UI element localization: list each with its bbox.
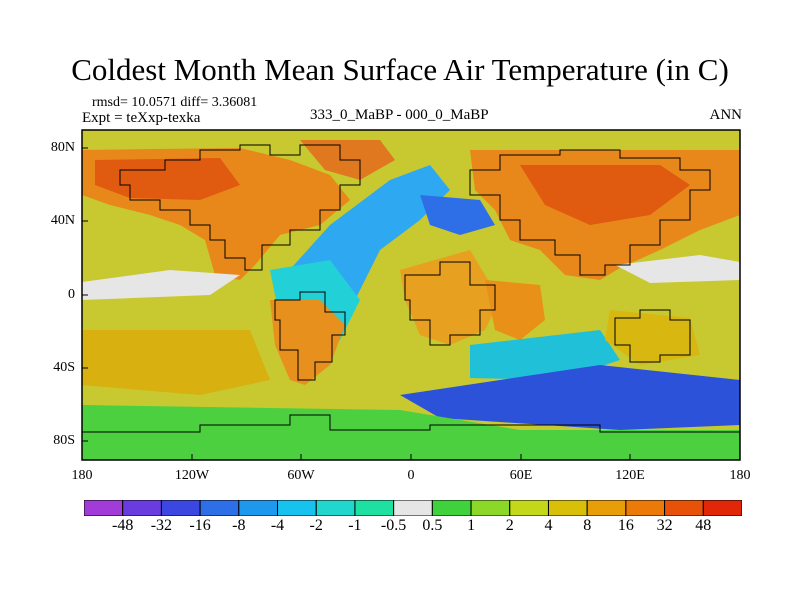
southern-band-region <box>82 405 740 460</box>
x-label-120w: 120W <box>174 468 210 483</box>
x-label-120e: 120E <box>615 468 645 483</box>
africa-region <box>400 250 500 345</box>
colorbar-swatch-0 <box>84 500 124 516</box>
comparison-label: 333_0_MaBP - 000_0_MaBP <box>310 107 489 123</box>
colorbar-label-4: -4 <box>270 517 285 534</box>
west-pacific-band-region <box>615 255 740 283</box>
coastline-australia <box>614 309 691 363</box>
experiment-label: Expt = teXxp-texka <box>82 110 201 126</box>
colorbar-label-14: 32 <box>656 517 673 534</box>
season-label: ANN <box>709 107 743 123</box>
chart-title: Coldest Month Mean Surface Air Temperatu… <box>71 52 729 87</box>
mediterranean-cold-region <box>420 195 495 235</box>
southern-ocean-cold-region <box>400 365 740 430</box>
colorbar-label-2: -16 <box>189 517 211 534</box>
coastline-antarctica <box>82 414 740 433</box>
x-label-180e: 180 <box>729 468 751 483</box>
colorbar-label-7: -0.5 <box>380 517 407 534</box>
x-label-60w: 60W <box>287 468 315 483</box>
colorbar-label-15: 48 <box>695 517 712 534</box>
colorbar-label-8: 0.5 <box>422 517 443 534</box>
colorbar-label-1: -32 <box>150 517 173 534</box>
y-label-40n: 40N <box>50 213 75 228</box>
colorbar-label-9: 1 <box>467 517 476 534</box>
colorbar-swatch-12 <box>547 500 588 516</box>
siberia-hot-region <box>520 165 690 225</box>
colorbar-swatch-4 <box>238 500 279 516</box>
colorbar-swatch-15 <box>664 500 704 516</box>
coastline-eurasia <box>469 149 711 276</box>
colorbar-label-5: -2 <box>309 517 323 534</box>
na-hot-region <box>95 158 240 200</box>
india-region <box>485 280 545 340</box>
colorbar-swatch-11 <box>509 500 549 516</box>
colorbar-swatch-16 <box>702 500 742 516</box>
colorbar-swatch-2 <box>160 500 201 516</box>
coastline-north <box>119 144 361 271</box>
colorbar-swatch-3 <box>199 500 240 516</box>
stats-label: rmsd= 10.0571 diff= 3.36081 <box>92 95 258 110</box>
colorbar-swatch-7 <box>354 500 395 516</box>
colorbar-label-10: 2 <box>505 517 514 534</box>
colorbar-swatch-5 <box>277 500 317 516</box>
colorbar <box>84 500 742 516</box>
y-label-80s: 80S <box>53 433 75 448</box>
x-label-180w: 180 <box>71 468 93 483</box>
colorbar-label-11: 4 <box>544 517 553 534</box>
coastline-south-america <box>274 291 346 381</box>
colorbar-label-0: -48 <box>112 517 134 534</box>
colorbar-swatch-6 <box>315 500 356 516</box>
indian-ocean-region <box>470 330 620 380</box>
y-label-40s: 40S <box>53 360 75 375</box>
coastline-africa <box>404 261 496 346</box>
australia-region <box>605 310 700 365</box>
x-label-60e: 60E <box>509 468 533 483</box>
colorbar-label-12: 8 <box>583 517 592 534</box>
colorbar-swatch-13 <box>586 500 627 516</box>
colorbar-label-3: -8 <box>232 517 246 534</box>
y-label-80n: 80N <box>50 140 75 155</box>
colorbar-swatch-10 <box>470 500 511 516</box>
south-pacific-warm-region <box>82 330 270 395</box>
south-america-region <box>270 300 345 385</box>
colorbar-swatch-9 <box>431 500 472 516</box>
colorbar-label-6: -1 <box>348 517 362 534</box>
colorbar-swatch-14 <box>625 500 666 516</box>
x-label-0: 0 <box>407 468 415 483</box>
colorbar-swatch-8 <box>393 500 433 516</box>
colorbar-label-13: 16 <box>617 517 634 534</box>
equator-band-region <box>82 270 240 300</box>
y-label-0: 0 <box>68 287 75 302</box>
colorbar-swatch-1 <box>122 500 162 516</box>
